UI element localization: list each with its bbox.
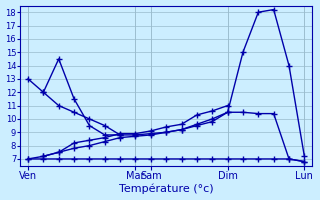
X-axis label: Température (°c): Température (°c): [119, 184, 213, 194]
